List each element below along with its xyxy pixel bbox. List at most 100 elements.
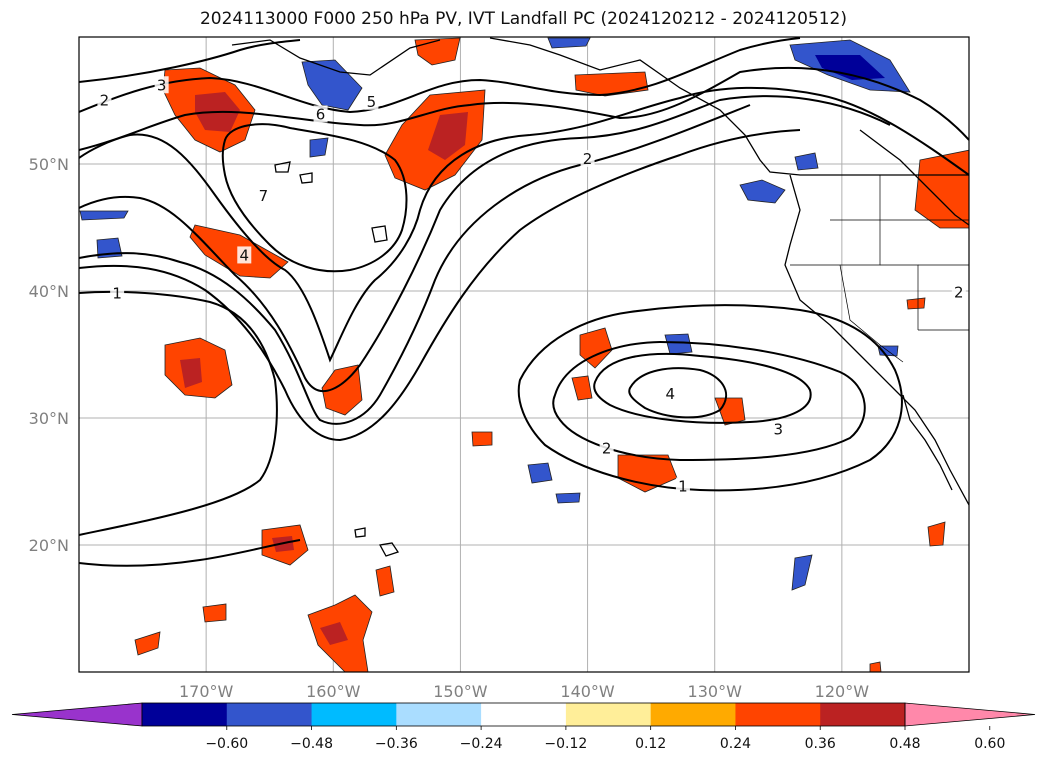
coastline (231, 39, 441, 76)
contour-label-backdrop (663, 384, 678, 402)
coastline (354, 527, 366, 538)
positive-anomaly-area (471, 431, 493, 447)
pv-contour (628, 367, 727, 419)
colorbar: −0.60 −0.48 −0.36 −0.24 −0.12 0.12 0.24 0.36 0.4… (11, 702, 1036, 752)
negative-anomaly-area (739, 179, 786, 204)
coastline (299, 172, 313, 184)
colorbar-tick-label: 0.60 (974, 736, 1005, 752)
coastline (489, 37, 969, 176)
pv-contour (593, 352, 812, 424)
contour-label: 3 (774, 420, 784, 438)
colorbar-segment (142, 703, 228, 726)
contour-label: 4 (240, 246, 250, 264)
negative-anomaly-area (301, 59, 363, 111)
coastline (274, 161, 291, 173)
contour-label-backdrop (256, 186, 271, 204)
colorbar-segment (226, 703, 313, 726)
pv-contour (79, 86, 969, 363)
positive-anomaly-area (927, 521, 946, 547)
negative-anomaly-area (555, 492, 581, 504)
pv-contour (552, 340, 866, 462)
longitude-tick-label: 160°W (306, 682, 361, 701)
coastline (784, 174, 969, 506)
negative-anomaly-area (309, 137, 329, 158)
colorbar-tick-label: 0.48 (889, 736, 920, 752)
contour-label-backdrop (599, 439, 614, 457)
contour-label-backdrop (580, 149, 595, 167)
contour-label: 3 (157, 76, 167, 94)
colorbar-max-extension (904, 702, 1036, 727)
pv-contour (79, 39, 301, 83)
coastline (902, 394, 953, 491)
negative-anomaly-core (815, 55, 885, 80)
positive-anomaly-area (321, 364, 363, 416)
longitude-tick-label: 150°W (433, 682, 488, 701)
latitude-tick-label: 50°N (29, 155, 69, 174)
map-frame (78, 36, 970, 673)
negative-anomaly-area (547, 37, 591, 49)
longitude-tick-label: 130°W (688, 682, 743, 701)
state-boundary-layer (790, 175, 969, 363)
contour-labels: 2 3 5 6 7 4 1 2 4 2 3 1 2 (97, 76, 966, 496)
latitude-tick-label: 20°N (29, 536, 69, 555)
contour-label-backdrop (675, 477, 690, 495)
pv-contour (79, 290, 278, 536)
contour-label: 2 (583, 150, 593, 168)
contour-label: 1 (112, 285, 122, 303)
colorbar-segment (396, 703, 482, 726)
colorbar-segment (311, 703, 397, 726)
pv-contour (79, 539, 301, 567)
contour-label: 4 (665, 385, 675, 403)
pv-contour (517, 304, 903, 492)
colorbar-frame (141, 702, 906, 727)
positive-anomaly-area (574, 71, 649, 97)
positive-anomaly-core (320, 622, 348, 645)
contour-label-backdrop (110, 284, 125, 302)
contour-label-backdrop (237, 246, 252, 264)
contour-label: 6 (316, 105, 326, 123)
contour-label-backdrop (771, 420, 786, 438)
contour-label-backdrop (313, 105, 328, 123)
contour-label: 2 (100, 92, 110, 110)
latitude-tick-label: 40°N (29, 282, 69, 301)
colorbar-segment (565, 703, 652, 726)
colorbar-tick-label: −0.36 (375, 736, 418, 752)
coastline (371, 225, 388, 243)
contour-label: 1 (678, 478, 688, 496)
pv-contour (79, 95, 891, 392)
longitude-tick-label: 170°W (179, 682, 234, 701)
negative-anomaly-area (79, 210, 129, 221)
colorbar-segment (820, 703, 906, 726)
contour-label-backdrop (364, 92, 379, 110)
contour-label-backdrop (951, 283, 966, 301)
positive-anomaly-area (202, 603, 227, 623)
negative-anomaly-area (527, 462, 553, 484)
contour-label-backdrop (154, 76, 169, 94)
colorbar-tick-label: −0.48 (290, 736, 333, 752)
colorbar-segment (481, 703, 567, 726)
colorbar-tick-label: −0.60 (205, 736, 248, 752)
coastline (859, 129, 969, 226)
positive-anomaly-core (428, 112, 468, 160)
positive-anomaly-area (714, 397, 746, 426)
pv-contour (221, 123, 408, 273)
colorbar-tick-label: 0.24 (720, 736, 751, 752)
contour-label: 7 (259, 187, 269, 205)
colorbar-segment (735, 703, 821, 726)
latitude-tick-labels: 20°N 30°N 40°N 50°N (29, 155, 69, 555)
negative-anomaly-area (664, 333, 693, 355)
positive-anomaly-area (414, 37, 461, 66)
state-boundary (880, 264, 919, 330)
colorbar-segment (650, 703, 736, 726)
coastline (378, 542, 400, 557)
contour-label: 2 (954, 283, 964, 301)
colorbar-tick-label: −0.24 (460, 736, 503, 752)
longitude-tick-label: 120°W (815, 682, 870, 701)
colorbar-min-extension (11, 702, 143, 727)
negative-anomaly-area (794, 152, 819, 171)
positive-anomaly-core (180, 358, 202, 388)
positive-anomaly-area (914, 149, 969, 229)
positive-anomaly-area (571, 375, 593, 401)
positive-anomaly-area (375, 565, 395, 597)
colorbar-tick-label: −0.12 (544, 736, 587, 752)
